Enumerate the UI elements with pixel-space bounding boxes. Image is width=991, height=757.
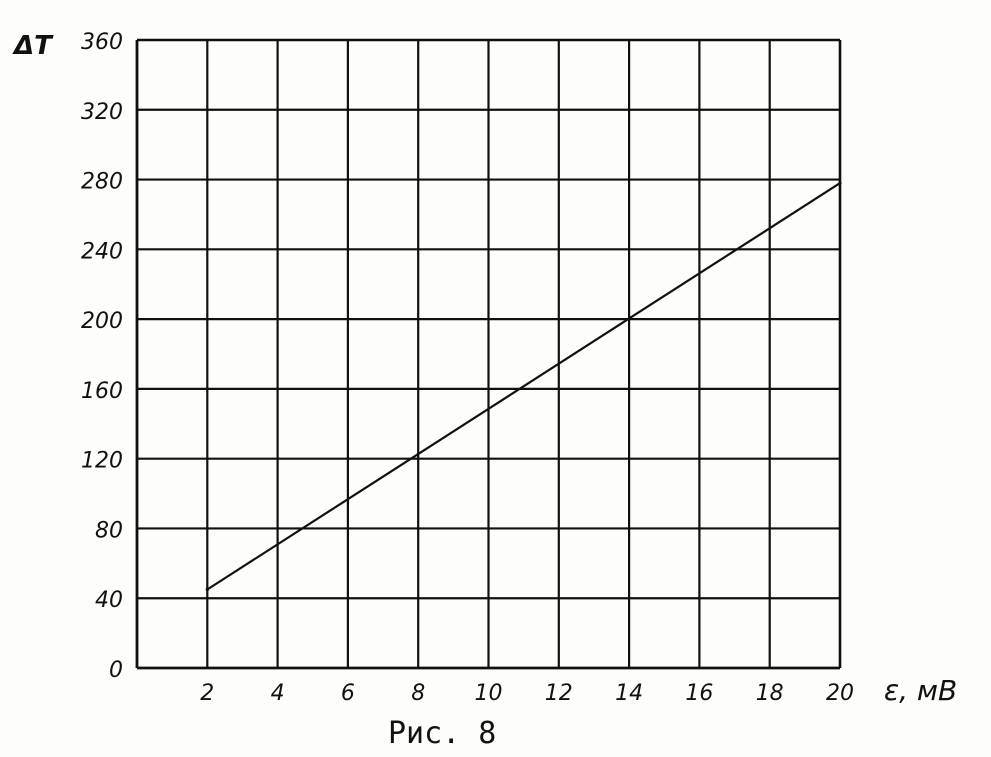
x-tick-label: 6 — [341, 681, 355, 706]
y-tick-label: 360 — [81, 30, 123, 55]
x-tick-label: 4 — [271, 681, 285, 706]
x-tick-label: 18 — [756, 681, 784, 706]
y-tick-label: 0 — [109, 658, 123, 683]
x-axis-label: ε, мВ — [884, 674, 957, 707]
x-tick-label: 8 — [411, 681, 425, 706]
x-tick-label: 20 — [826, 681, 854, 706]
y-tick-label: 240 — [81, 239, 123, 264]
y-tick-label: 320 — [81, 100, 123, 125]
x-tick-label: 2 — [200, 681, 214, 706]
data-series — [205, 181, 842, 592]
y-tick-label: 40 — [95, 588, 123, 613]
series-line — [206, 182, 841, 591]
x-tick-label: 14 — [615, 681, 643, 706]
x-tick-label: 16 — [685, 681, 713, 706]
figure-caption: Рис. 8 — [388, 716, 496, 751]
y-tick-label: 120 — [81, 449, 123, 474]
y-tick-label: 200 — [81, 309, 123, 334]
x-tick-label: 12 — [545, 681, 573, 706]
x-tick-labels: 2 4 6 8 10 12 14 16 18 20 — [200, 681, 854, 706]
y-tick-labels: 0 40 80 120 160 200 240 280 320 360 — [81, 30, 123, 683]
y-tick-label: 80 — [95, 518, 123, 543]
x-tick-label: 10 — [475, 681, 503, 706]
y-tick-label: 280 — [81, 170, 123, 195]
data-point — [838, 181, 842, 185]
plot-frame — [135, 38, 842, 670]
y-tick-label: 160 — [81, 379, 123, 404]
grid-lines — [137, 40, 840, 668]
y-axis-label: ΔT — [12, 31, 54, 61]
data-point — [205, 587, 209, 592]
